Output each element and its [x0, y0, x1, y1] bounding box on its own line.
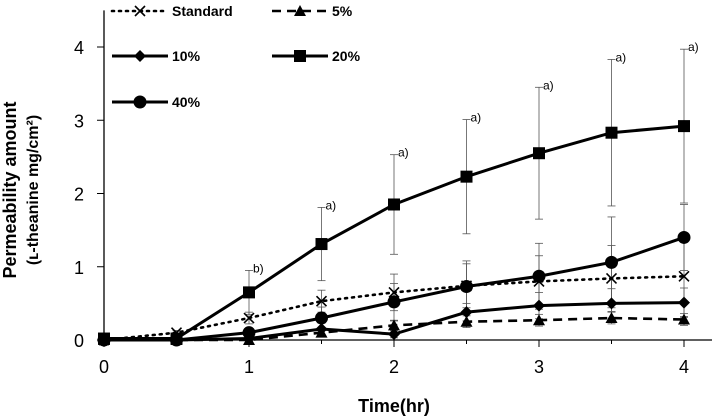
- significance-label: a): [398, 146, 409, 160]
- data-point-40pct: [97, 333, 111, 347]
- data-point-40pct: [170, 333, 183, 347]
- data-point-40pct: [315, 311, 328, 325]
- legend-marker-standard: [134, 5, 146, 17]
- significance-label: a): [326, 198, 337, 212]
- data-point-5pct: [678, 313, 690, 325]
- y-tick-label: 4: [74, 38, 84, 58]
- data-point-20pct: [460, 170, 473, 183]
- significance-label: a): [471, 111, 482, 125]
- marker-stroke: [388, 286, 400, 298]
- data-point-5pct: [533, 314, 545, 326]
- legend-label-40pct: 40%: [172, 94, 201, 110]
- y-tick-label: 1: [74, 258, 84, 278]
- data-point-5pct: [460, 315, 473, 327]
- legend-label-10pct: 10%: [172, 48, 201, 64]
- significance-label: a): [616, 50, 627, 64]
- marker-stroke: [243, 312, 255, 324]
- data-point-standard: [243, 312, 255, 324]
- data-point-10pct: [460, 306, 473, 319]
- y-tick-label: 2: [74, 185, 84, 205]
- legend-marker-5pct: [294, 5, 306, 16]
- data-point-40pct: [387, 295, 401, 309]
- data-point-5pct: [388, 319, 400, 331]
- data-point-standard: [315, 295, 328, 307]
- data-point-20pct: [533, 147, 545, 160]
- data-point-10pct: [315, 323, 328, 336]
- data-point-standard: [388, 286, 400, 298]
- data-point-40pct: [460, 280, 473, 294]
- significance-label: a): [543, 78, 554, 92]
- legend-marker-10pct: [134, 50, 146, 62]
- data-point-20pct: [315, 238, 328, 251]
- y-axis-title-line2: (ʟ-theanine mg/cm²): [25, 115, 42, 265]
- legend-label-standard: Standard: [172, 3, 233, 19]
- legend: Standard 5% 10% 20% 40%: [110, 3, 361, 110]
- marker-stroke: [134, 5, 146, 17]
- legend-label-5pct: 5%: [332, 3, 353, 19]
- data-point-40pct: [532, 269, 546, 283]
- data-point-40pct: [677, 230, 691, 244]
- legend-marker-40pct: [133, 95, 147, 109]
- data-point-standard: [678, 270, 690, 282]
- data-point-10pct: [533, 299, 545, 312]
- data-point-20pct: [388, 198, 400, 211]
- y-axis-title-line1: Permeability amount: [0, 101, 20, 278]
- marker-stroke: [678, 270, 690, 282]
- significance-label: a): [688, 40, 699, 54]
- legend-marker-20pct: [294, 50, 306, 62]
- annotations-layer: b) a) a) a) a) a) a): [253, 40, 699, 275]
- x-tick-label: 0: [99, 357, 109, 377]
- series-layer: [97, 120, 691, 347]
- x-axis-title: Time(hr): [358, 396, 430, 416]
- data-point-5pct: [605, 312, 618, 324]
- data-point-standard: [605, 272, 618, 285]
- x-tick-label: 1: [244, 357, 254, 377]
- x-tick-label: 4: [679, 357, 689, 377]
- marker-stroke: [315, 295, 328, 307]
- x-tick-label: 2: [389, 357, 399, 377]
- y-tick-label: 0: [74, 331, 84, 351]
- data-point-20pct: [243, 286, 255, 299]
- legend-label-20pct: 20%: [332, 48, 361, 64]
- data-point-20pct: [678, 120, 690, 133]
- x-tick-label: 3: [534, 357, 544, 377]
- data-point-10pct: [388, 328, 400, 341]
- y-axis-title: Permeability amount (ʟ-theanine mg/cm²): [0, 101, 42, 278]
- significance-label: b): [253, 261, 264, 275]
- data-point-10pct: [678, 296, 690, 309]
- data-point-40pct: [242, 326, 256, 340]
- data-point-40pct: [605, 255, 618, 269]
- y-tick-label: 3: [74, 111, 84, 131]
- marker-stroke: [605, 272, 618, 285]
- data-point-20pct: [605, 126, 618, 139]
- data-point-10pct: [605, 297, 618, 310]
